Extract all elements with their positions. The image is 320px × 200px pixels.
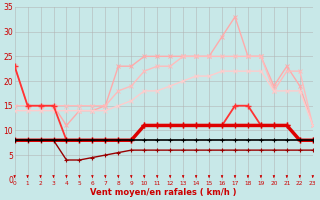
X-axis label: Vent moyen/en rafales ( km/h ): Vent moyen/en rafales ( km/h ): [91, 188, 237, 197]
